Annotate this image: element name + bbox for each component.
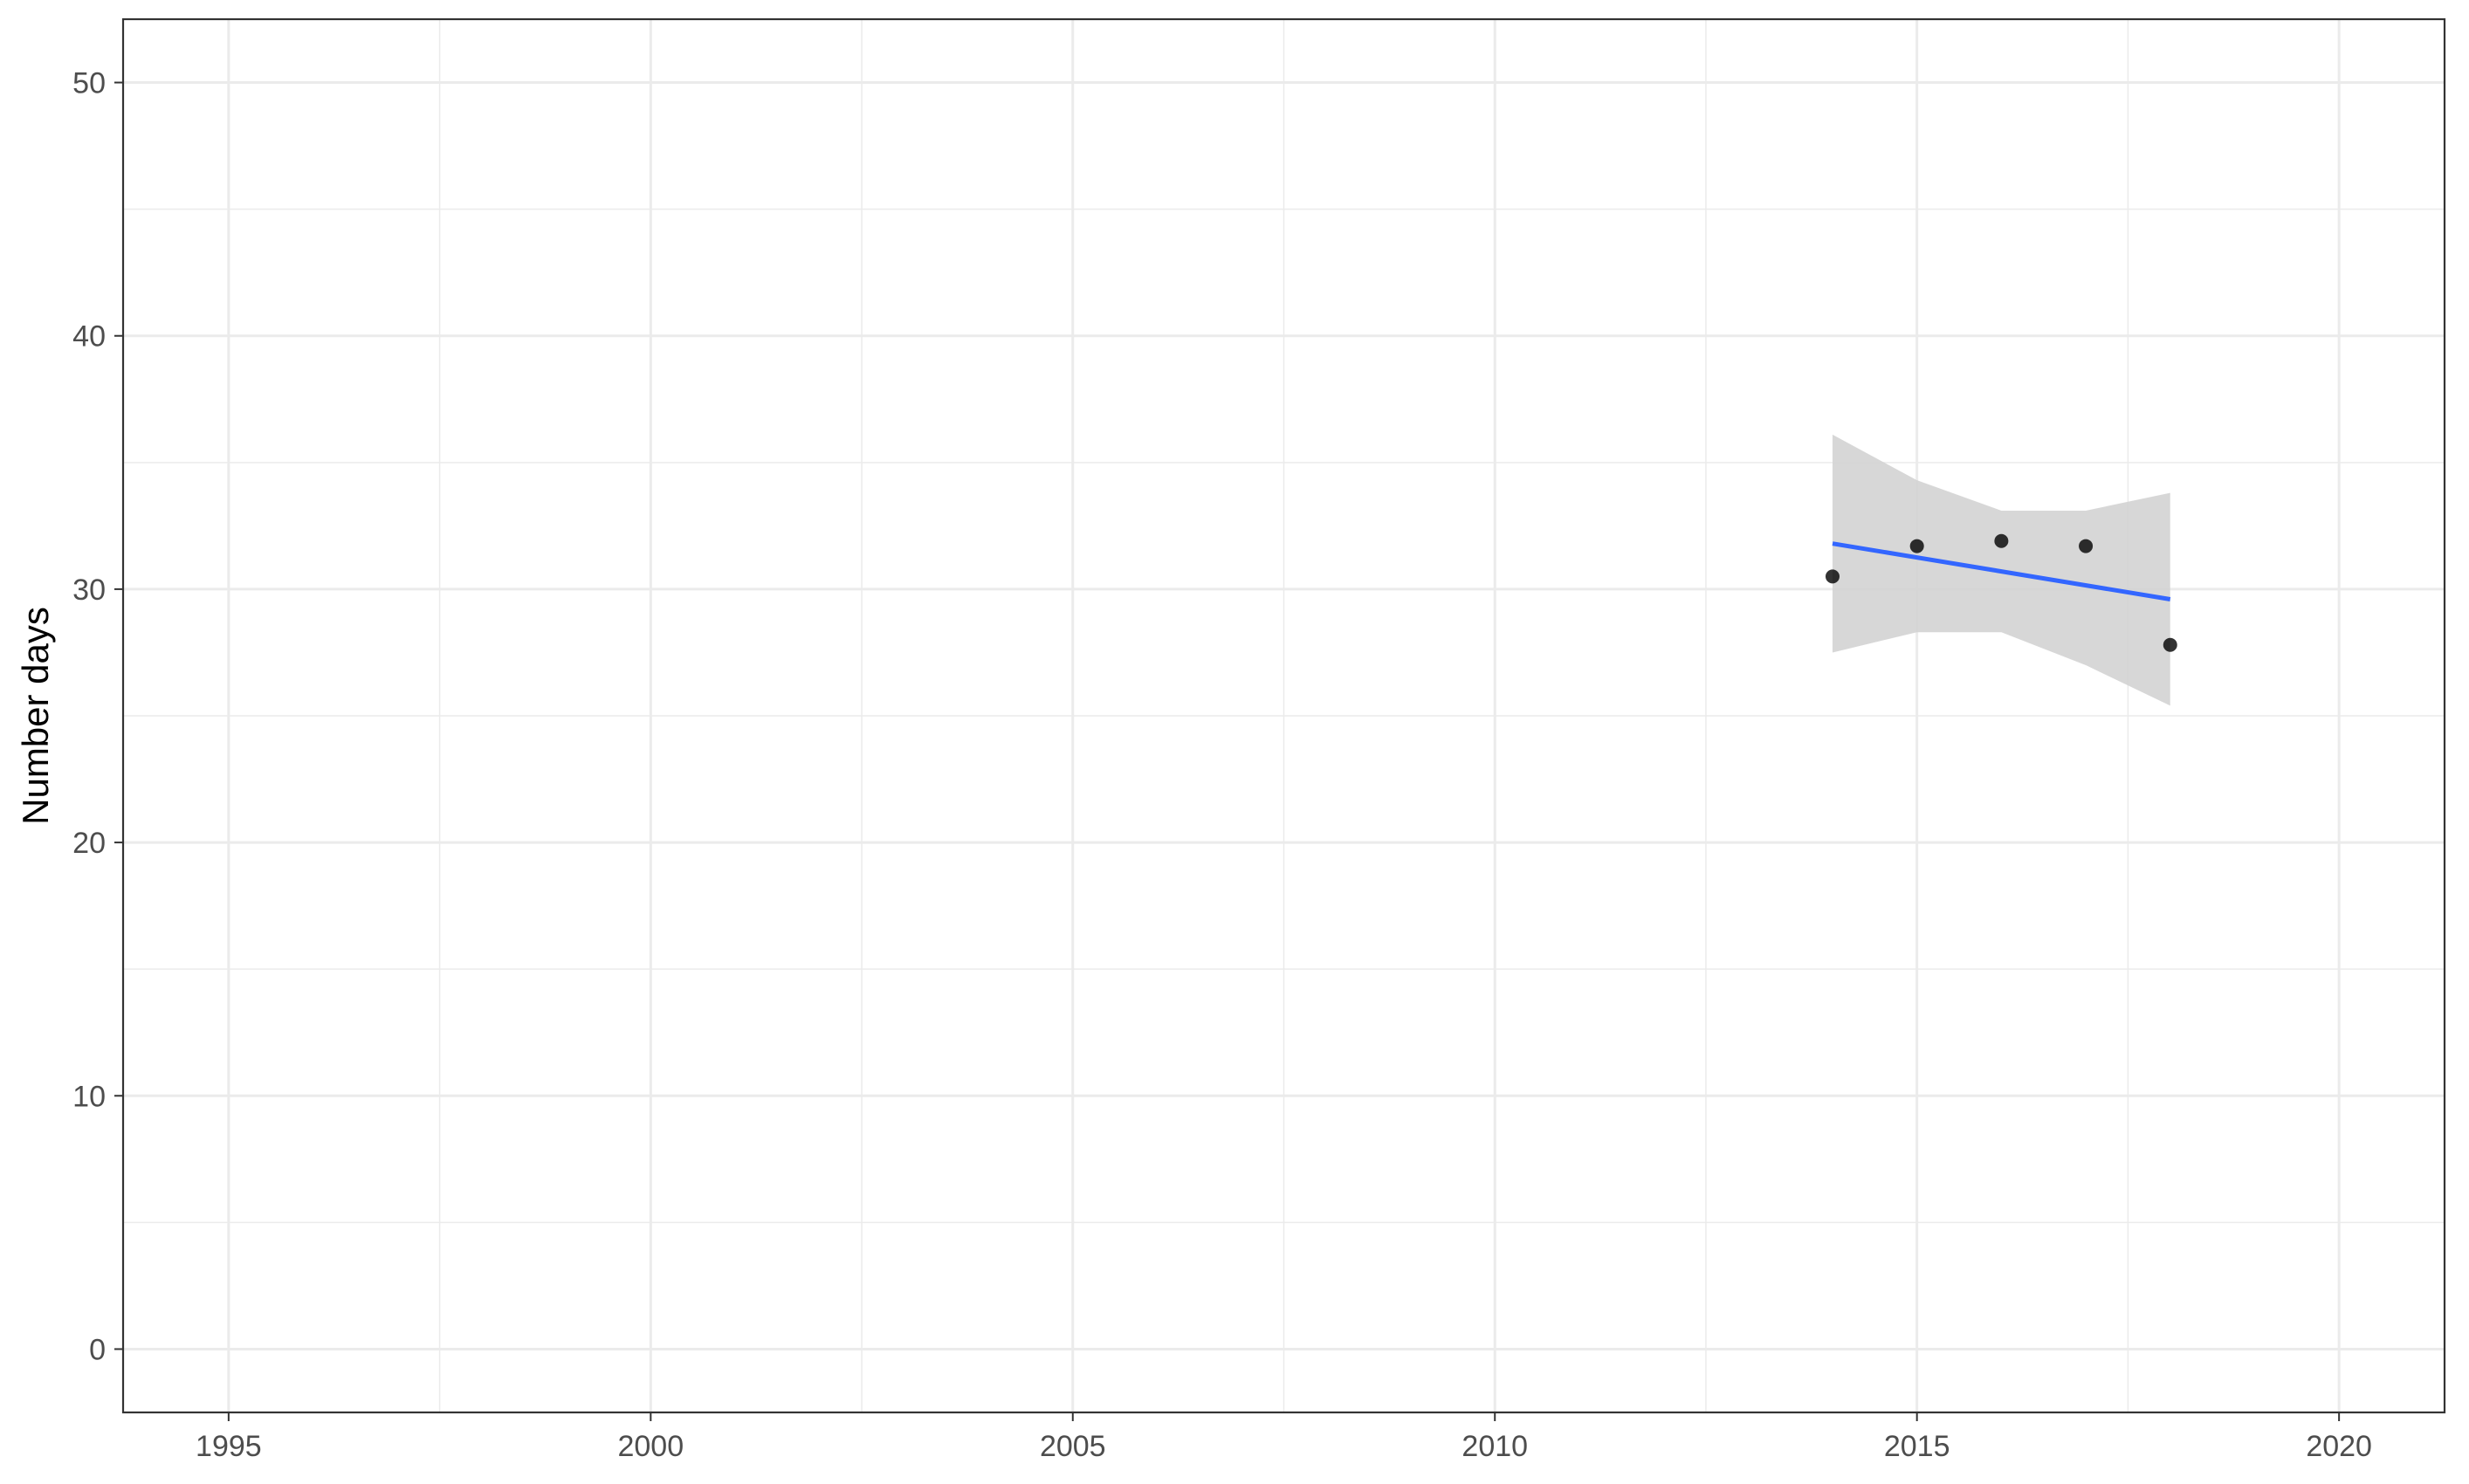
x-axis: 1995 2000 2005 2010 2015 2020 — [196, 1412, 2372, 1463]
data-point — [2079, 539, 2094, 553]
x-tick-label: 2000 — [617, 1430, 684, 1463]
major-gridlines — [123, 19, 2445, 1412]
y-tick-label: 40 — [72, 320, 106, 354]
y-tick-label: 30 — [72, 574, 106, 607]
minor-gridlines — [123, 19, 2445, 1412]
panel-border — [121, 17, 2446, 1414]
y-tick-label: 0 — [89, 1333, 106, 1366]
x-tick-label: 1995 — [196, 1430, 262, 1463]
data-point — [1909, 539, 1924, 553]
x-tick-label: 2015 — [1884, 1430, 1950, 1463]
x-tick-label: 2005 — [1040, 1430, 1106, 1463]
data-point — [1825, 569, 1840, 584]
y-tick-label: 10 — [72, 1080, 106, 1113]
x-tick-label: 2010 — [1461, 1430, 1528, 1463]
x-tick-label: 2020 — [2306, 1430, 2372, 1463]
y-axis-title: Number days — [15, 607, 56, 825]
data-points — [1825, 533, 2177, 652]
trend-line — [1832, 541, 2171, 601]
y-axis: 0 10 20 30 40 50 — [72, 67, 123, 1366]
y-tick-label: 20 — [72, 827, 106, 860]
y-tick-label: 50 — [72, 67, 106, 100]
data-point — [2163, 637, 2177, 652]
data-point — [1994, 533, 2009, 548]
